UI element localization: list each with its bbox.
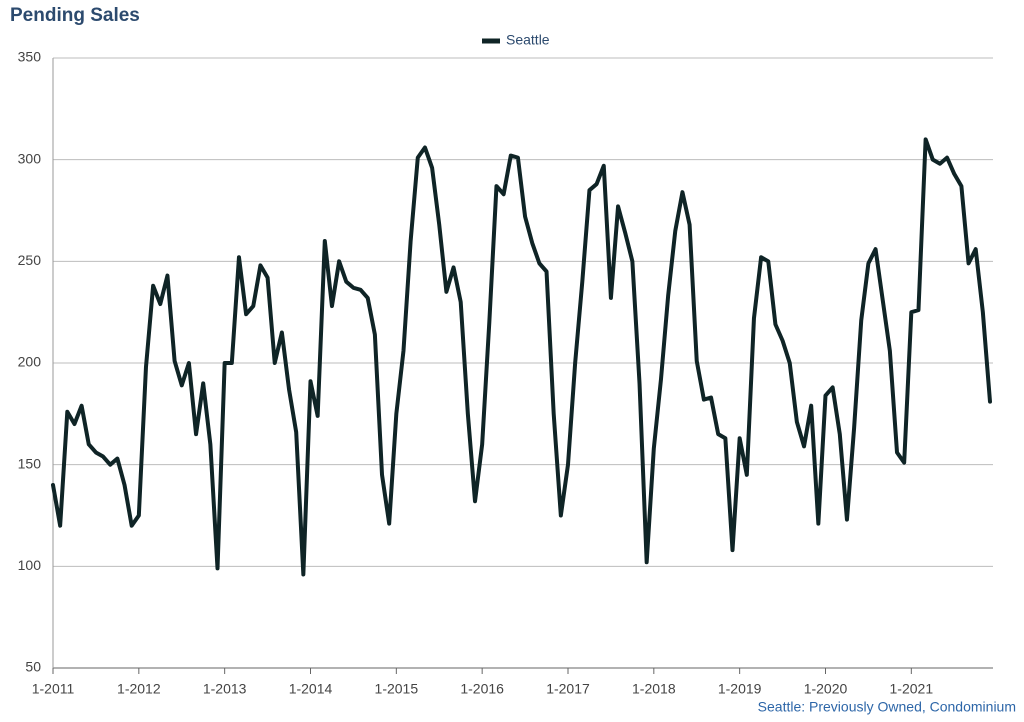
x-tick-label: 1-2011 xyxy=(32,681,75,697)
y-tick-label: 200 xyxy=(18,354,42,370)
y-tick-label: 100 xyxy=(18,557,42,573)
x-tick-label: 1-2017 xyxy=(546,681,590,697)
y-tick-label: 150 xyxy=(18,455,42,471)
x-tick-label: 1-2018 xyxy=(632,681,676,697)
footnote: Seattle: Previously Owned, Condominium xyxy=(758,699,1016,715)
x-tick-label: 1-2013 xyxy=(203,681,247,697)
y-tick-label: 50 xyxy=(25,659,41,675)
x-tick-label: 1-2021 xyxy=(890,681,934,697)
x-tick-label: 1-2014 xyxy=(289,681,333,697)
chart-title: Pending Sales xyxy=(10,5,140,26)
x-tick-label: 1-2020 xyxy=(804,681,848,697)
y-tick-label: 350 xyxy=(18,49,42,65)
series-line xyxy=(51,137,992,577)
x-tick-label: 1-2019 xyxy=(718,681,762,697)
x-tick-label: 1-2015 xyxy=(375,681,419,697)
legend-label: Seattle xyxy=(506,32,550,48)
x-tick-label: 1-2012 xyxy=(117,681,161,697)
y-tick-label: 250 xyxy=(18,252,42,268)
x-tick-label: 1-2016 xyxy=(460,681,504,697)
y-tick-label: 300 xyxy=(18,150,42,166)
